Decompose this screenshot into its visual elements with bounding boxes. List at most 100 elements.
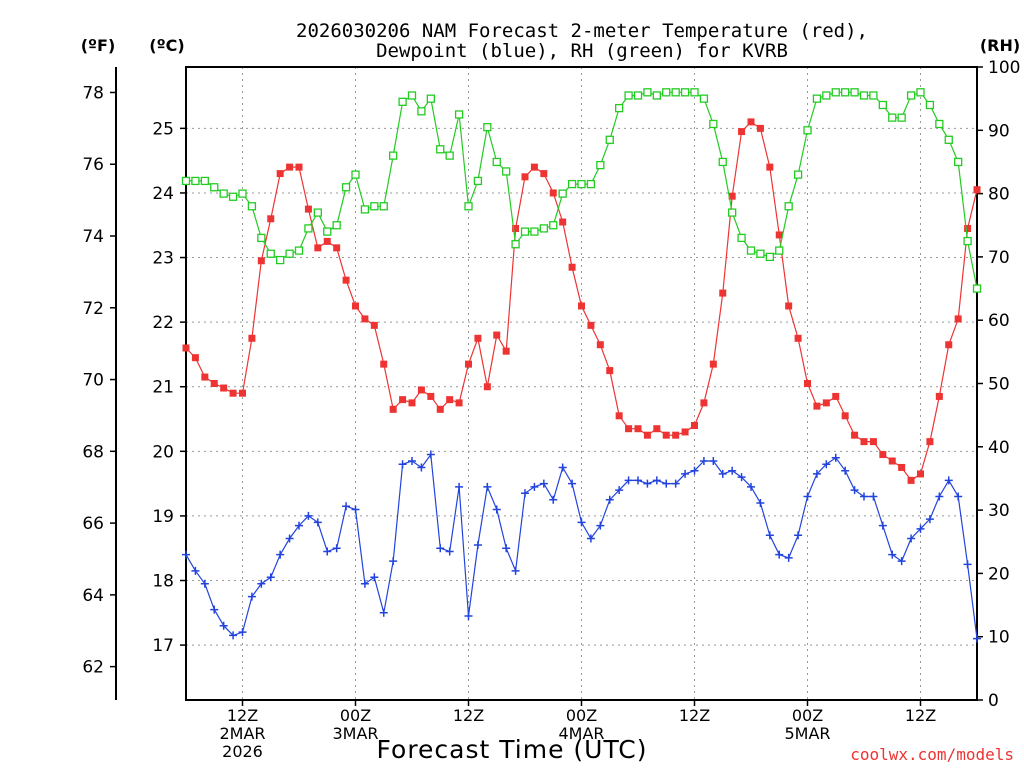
temperature-point: [455, 399, 463, 407]
rh-point: [417, 107, 426, 116]
rh-point: [389, 151, 398, 160]
dewpoint-point: [841, 466, 850, 475]
rh-point: [624, 91, 633, 100]
credit-text: coolwx.com/models: [850, 745, 1014, 764]
rh-point: [652, 91, 661, 100]
temperature-point: [352, 302, 359, 310]
rh-point: [728, 208, 737, 217]
rh-unit-label: (RH): [980, 36, 1020, 55]
temperature-point: [512, 224, 520, 232]
dewpoint-point: [568, 479, 577, 488]
temperature-point: [380, 360, 388, 368]
rh-point: [841, 88, 850, 97]
dewpoint-point: [219, 621, 228, 630]
rh-point: [436, 145, 445, 154]
rh-point: [323, 227, 332, 236]
temperature-point: [954, 315, 962, 323]
rh-point: [492, 157, 501, 167]
dewpoint-point: [737, 473, 746, 482]
rh-point: [709, 119, 718, 129]
temperature-point: [474, 334, 482, 342]
rh-point: [247, 202, 257, 211]
fahrenheit-tick-label: 66: [82, 514, 104, 534]
dewpoint-point: [455, 482, 464, 491]
dewpoint-point: [794, 531, 803, 540]
temperature-point: [465, 360, 472, 368]
rh-point: [775, 246, 784, 255]
rh-point: [878, 100, 887, 110]
rh-point: [869, 91, 878, 100]
rh-tick-label: 60: [988, 311, 1010, 331]
x-tick-label: 00Z: [566, 706, 597, 725]
x-tick-label: 00Z: [792, 706, 823, 725]
rh-point: [671, 88, 680, 97]
temperature-point: [502, 347, 510, 355]
x-tick-label: 2026: [222, 742, 263, 761]
dewpoint-point: [615, 486, 624, 495]
temperature-point: [220, 384, 228, 392]
temperature-point: [333, 244, 341, 252]
rh-point: [276, 255, 285, 265]
x-tick-label: 12Z: [905, 706, 936, 725]
temperature-point: [869, 438, 877, 446]
rh-point: [916, 88, 925, 97]
temperature-point: [399, 396, 407, 404]
dewpoint-point: [276, 550, 285, 559]
temperature-point: [436, 405, 444, 413]
temperature-point: [493, 331, 501, 339]
dewpoint-point: [370, 573, 379, 582]
dewpoint-point: [436, 544, 445, 553]
dewpoint-point: [822, 460, 831, 469]
temperature-point: [643, 431, 651, 439]
temperature-point: [304, 205, 312, 213]
rh-point: [266, 249, 275, 258]
dewpoint-point: [351, 505, 360, 514]
dewpoint-point: [539, 479, 548, 488]
tick-labels: 62 64 66 68 70 72 74 76 78 17 18 19 20 21 22 23 24 25 0 10 2…: [82, 58, 1020, 761]
dewpoint-point: [747, 482, 755, 491]
series-temperature: [182, 118, 981, 484]
temperature-point: [888, 457, 896, 465]
rh-point: [680, 88, 690, 97]
celsius-tick-label: 19: [152, 507, 174, 527]
temperature-point: [549, 189, 557, 197]
dewpoint-point: [313, 518, 322, 527]
rh-point: [577, 179, 586, 189]
rh-point: [633, 91, 643, 100]
rh-point: [972, 284, 982, 293]
dewpoint-point: [304, 511, 313, 520]
rh-point: [294, 246, 304, 255]
rh-point: [360, 205, 370, 214]
dewpoint-point: [200, 579, 209, 588]
dewpoint-point: [229, 631, 238, 640]
dewpoint-point: [831, 453, 840, 462]
temperature-point: [248, 334, 256, 342]
rh-point: [370, 202, 379, 211]
dewpoint-point: [634, 476, 642, 485]
temperature-point: [191, 354, 199, 362]
temperature-point: [973, 186, 981, 194]
dewpoint-point: [850, 486, 859, 495]
dewpoint-point: [935, 492, 944, 501]
rh-point: [257, 233, 266, 243]
x-tick-label: 12Z: [453, 706, 484, 725]
dewpoint-point: [464, 612, 473, 621]
dewpoint-point: [473, 540, 482, 549]
dewpoint-point: [605, 495, 614, 504]
temperature-point: [917, 470, 924, 478]
temperature-point: [483, 383, 491, 391]
rh-tick-label: 70: [988, 248, 1010, 268]
rh-point: [812, 94, 822, 103]
temperature-point: [596, 341, 604, 349]
temperature-point: [587, 321, 595, 329]
rh-point: [925, 100, 935, 110]
rh-tick-label: 50: [988, 375, 1010, 395]
rh-point: [605, 135, 614, 144]
rh-point: [483, 122, 492, 132]
rh-point: [784, 202, 793, 211]
data-series: [181, 88, 982, 643]
dewpoint-point: [511, 566, 520, 575]
temperature-point: [719, 289, 727, 297]
dewpoint-point: [521, 489, 529, 498]
dewpoint-point: [332, 544, 341, 553]
